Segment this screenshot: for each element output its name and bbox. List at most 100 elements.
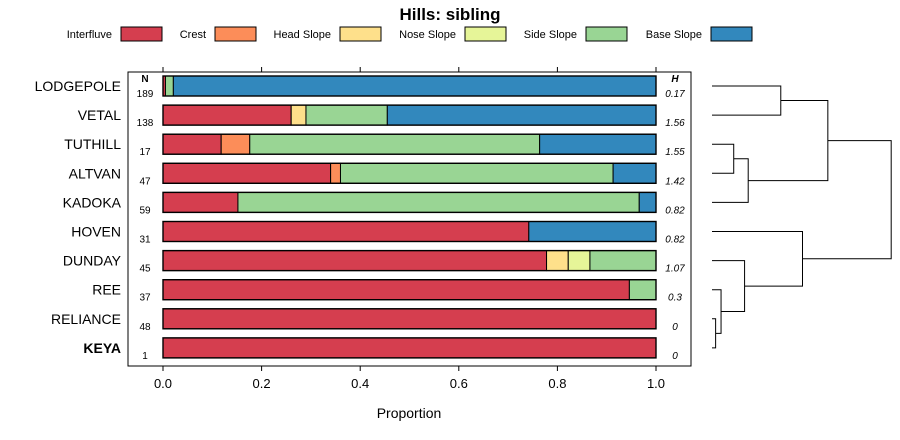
n-value: 17 — [139, 147, 151, 158]
legend-swatch — [464, 26, 507, 42]
dendrogram-branch — [712, 318, 717, 349]
bar-outline — [162, 162, 657, 185]
h-value: 0.17 — [665, 89, 685, 100]
n-value: 31 — [139, 235, 151, 246]
legend-item: Crest — [180, 26, 257, 42]
dendrogram-branch — [712, 289, 722, 334]
bar-segment — [162, 308, 657, 330]
row-label: RELIANCE — [51, 311, 121, 327]
legend-item: Side Slope — [524, 26, 628, 42]
row-label: DUNDAY — [63, 253, 122, 269]
bar-segment — [290, 104, 307, 126]
bar-segment — [386, 104, 657, 126]
bar-segment — [539, 133, 657, 155]
h-value: 0 — [672, 322, 678, 333]
bar-segment — [237, 191, 640, 213]
legend: Interfluve Crest Head Slope Nose Slope Side … — [67, 26, 753, 42]
legend-item: Interfluve — [67, 26, 163, 42]
legend-swatch — [214, 26, 257, 42]
legend-label: Head Slope — [274, 29, 332, 41]
row-label: LODGEPOLE — [35, 78, 121, 94]
row-label: KADOKA — [63, 194, 122, 210]
x-tick-label: 0.6 — [450, 376, 468, 391]
h-value: 0.3 — [668, 293, 682, 304]
bar-segment — [249, 133, 541, 155]
dendrogram-branch — [712, 231, 803, 287]
n-header: N — [141, 74, 148, 85]
bar-outline — [162, 279, 657, 301]
legend-label: Crest — [180, 29, 206, 41]
bar-outline — [162, 249, 657, 272]
bar-outline — [162, 133, 657, 155]
bar-segment — [567, 250, 591, 272]
legend-item: Base Slope — [646, 26, 753, 42]
h-labels: H 0.17 1.56 1.55 1.42 0.82 0.82 1.07 0.3 0 0 — [665, 74, 685, 362]
row-label: ALTVAN — [69, 165, 121, 181]
dendrogram-branch — [802, 140, 892, 260]
row-label: REE — [92, 282, 121, 298]
dendrogram-branch — [712, 158, 749, 203]
h-value: 0.82 — [665, 205, 685, 216]
chart-title: Hills: sibling — [399, 5, 500, 24]
bar-segment — [162, 191, 239, 213]
h-value: 0 — [672, 351, 678, 362]
h-value: 1.42 — [665, 176, 685, 187]
bar-outline — [162, 308, 657, 330]
row-label: KEYA — [83, 340, 121, 356]
legend-label: Base Slope — [646, 29, 702, 41]
bar-row — [162, 75, 657, 97]
n-labels: N 189 138 17 47 59 31 45 37 48 1 — [137, 74, 154, 362]
bar-row — [162, 220, 657, 243]
bar-outline — [162, 337, 657, 359]
legend-swatch — [585, 26, 628, 42]
x-tick-label: 0.0 — [154, 376, 172, 391]
legend-item: Head Slope — [274, 26, 382, 42]
bar-row — [162, 249, 657, 272]
n-value: 45 — [139, 264, 151, 275]
bar-segment — [162, 221, 530, 242]
legend-swatch — [710, 26, 753, 42]
row-labels: LODGEPOLE VETAL TUTHILL ALTVAN KADOKA HOVEN DU… — [35, 78, 122, 356]
bar-segment — [162, 133, 222, 155]
n-value: 47 — [139, 176, 151, 187]
h-value: 1.55 — [665, 147, 685, 158]
x-tick-label: 0.8 — [548, 376, 566, 391]
n-value: 48 — [139, 322, 151, 333]
bar-row — [162, 279, 657, 301]
bar-row — [162, 162, 657, 185]
bar-segment — [162, 250, 548, 272]
bar-segment — [162, 337, 657, 359]
bar-row — [162, 337, 657, 359]
dendrogram — [712, 85, 892, 349]
bar-segment — [220, 133, 251, 155]
dendrogram-branch — [748, 100, 829, 182]
n-value: 1 — [142, 351, 148, 362]
bar-segment — [162, 104, 292, 126]
bar-segment — [162, 279, 630, 301]
bar-outline — [162, 191, 657, 214]
h-value: 0.82 — [665, 235, 685, 246]
bar-segment — [172, 75, 657, 97]
bar-segment — [528, 221, 657, 242]
bar-segment — [162, 162, 332, 184]
bar-segment — [628, 279, 657, 301]
bar-segment — [305, 104, 388, 126]
bar-segment — [546, 250, 569, 272]
n-value: 37 — [139, 293, 151, 304]
bar-row — [162, 308, 657, 330]
row-label: VETAL — [78, 107, 122, 123]
x-axis-title: Proportion — [377, 405, 442, 421]
bar-segment — [612, 162, 657, 184]
x-tick-label: 0.2 — [253, 376, 271, 391]
legend-item: Nose Slope — [399, 26, 507, 42]
dendrogram-branch — [712, 85, 782, 116]
n-value: 59 — [139, 205, 151, 216]
n-value: 189 — [137, 89, 154, 100]
h-value: 1.07 — [665, 264, 685, 275]
dendrogram-branch — [712, 143, 735, 174]
dendrogram-branch — [712, 260, 746, 313]
x-axis: 0.0 0.2 0.4 0.6 0.8 1.0 — [154, 67, 665, 391]
h-header: H — [671, 74, 679, 85]
bars — [162, 75, 657, 359]
